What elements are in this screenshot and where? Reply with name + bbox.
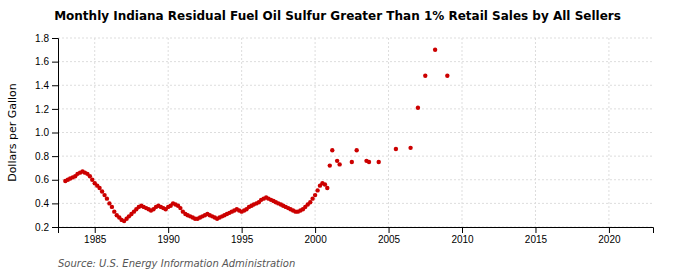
tick-mark [52,109,58,110]
tick-mark [242,227,243,233]
grid-line [58,203,653,204]
tick-mark [95,227,96,233]
tick-label: 1.2 [35,104,49,115]
tick-mark [52,62,58,63]
point [337,162,341,166]
plot: 198519901995200020052010201520200.20.40.… [35,33,653,245]
tick-mark [52,180,58,181]
tick: 1.2 [35,104,58,115]
tick-label: 2010 [451,234,474,245]
tick: 0.2 [35,222,58,233]
point [330,148,334,152]
tick-label: 0.8 [35,151,49,162]
point [90,178,94,182]
tick-label: 1.4 [35,80,49,91]
axis-line [59,228,654,234]
point [350,160,354,164]
grid-line [58,156,653,157]
tick-mark [52,133,58,134]
tick-mark [52,227,58,228]
grid-line [58,61,653,62]
tick-label: 1985 [84,234,107,245]
point [335,159,339,163]
tick-mark [535,227,536,233]
tick-mark [462,227,463,233]
tick-mark [609,227,610,233]
tick: 2015 [525,227,548,245]
tick-label: 0.4 [35,198,49,209]
annotation: Source: U.S. Energy Information Administ… [58,258,295,269]
point [394,147,398,151]
point [377,160,381,164]
chart: 198519901995200020052010201520200.20.40.… [0,0,675,275]
point [100,189,104,193]
grid-line [58,132,653,133]
tick-mark [168,227,169,233]
point [97,186,101,190]
tick-mark [52,156,58,157]
tick: 2010 [451,227,474,245]
tick-label: 2015 [525,234,548,245]
axis-line [52,39,59,228]
tick-label: 2005 [378,234,401,245]
tick: 1995 [231,227,254,245]
point [178,206,182,210]
tick-label: 0.2 [35,222,49,233]
point [367,160,371,164]
point [105,196,109,200]
tick-mark [315,227,316,233]
tick: 2020 [598,227,621,245]
tick: 0.4 [35,198,58,209]
point [408,146,412,150]
grid-line [608,38,609,227]
point [325,186,329,190]
tick: 0.6 [35,174,58,185]
point [313,193,317,197]
tick: 1.6 [35,56,58,67]
tick-label: 2000 [304,234,327,245]
tick-mark [52,38,58,39]
grid-line [58,108,653,109]
grid-line [58,85,653,86]
grid-line [388,38,389,227]
tick-label: 0.6 [35,174,49,185]
tick-label: 1990 [158,234,181,245]
title: Monthly Indiana Residual Fuel Oil Sulfur… [54,9,621,23]
tick-label: 1.8 [35,33,49,44]
tick: 1.0 [35,127,58,138]
tick: 1985 [84,227,107,245]
tick: 1990 [158,227,181,245]
tick-label: 2020 [598,234,621,245]
tick-label: 1.0 [35,127,49,138]
tick-mark [52,203,58,204]
point [416,105,420,109]
tick-mark [52,85,58,86]
grid-line [58,38,653,39]
tick-label: 1.6 [35,56,49,67]
y-axis-title: Dollars per Gallon [6,83,19,182]
tick-mark [389,227,390,233]
tick: 2000 [304,227,327,245]
point [112,209,116,213]
tick: 2005 [378,227,401,245]
y-axis: 0.2 0.4 0.6 0.8 1.0 1.2 1.4 1.6 1.8 [35,33,58,233]
point [328,163,332,167]
tick-label: 1995 [231,234,254,245]
grid [58,38,653,227]
point [423,74,427,78]
point [354,148,358,152]
point [445,74,449,78]
points [63,48,449,224]
grid-line [241,38,242,227]
tick: 1.8 [35,33,58,44]
point [433,48,437,52]
tick: 1.4 [35,80,58,91]
grid-line [58,179,653,180]
x-axis: 1985 1990 1995 2000 2005 2010 2015 2020 [59,227,654,245]
point [315,188,319,192]
point [107,201,111,205]
tick: 0.8 [35,151,58,162]
point [110,205,114,209]
point [310,196,314,200]
